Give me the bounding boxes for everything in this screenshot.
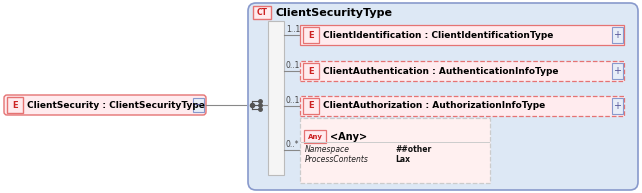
- FancyBboxPatch shape: [300, 61, 624, 81]
- Text: ClientIdentification : ClientIdentificationType: ClientIdentification : ClientIdentificat…: [323, 30, 553, 40]
- Text: E: E: [12, 101, 18, 109]
- FancyBboxPatch shape: [300, 118, 490, 183]
- FancyBboxPatch shape: [612, 63, 623, 79]
- FancyBboxPatch shape: [303, 27, 319, 43]
- FancyBboxPatch shape: [248, 3, 638, 190]
- Text: ProcessContents: ProcessContents: [305, 155, 369, 163]
- FancyBboxPatch shape: [300, 96, 624, 116]
- Text: +: +: [614, 101, 621, 111]
- Text: −: −: [195, 100, 203, 110]
- FancyBboxPatch shape: [193, 98, 204, 112]
- Text: Namespace: Namespace: [305, 145, 350, 153]
- Text: ClientAuthentication : AuthenticationInfoType: ClientAuthentication : AuthenticationInf…: [323, 67, 559, 75]
- Text: CT: CT: [257, 8, 268, 17]
- FancyBboxPatch shape: [253, 6, 271, 19]
- FancyBboxPatch shape: [612, 98, 623, 114]
- Text: ClientSecurityType: ClientSecurityType: [276, 8, 393, 18]
- Text: <Any>: <Any>: [330, 131, 367, 141]
- FancyBboxPatch shape: [303, 63, 319, 79]
- FancyBboxPatch shape: [303, 98, 319, 114]
- Text: +: +: [614, 30, 621, 40]
- FancyBboxPatch shape: [612, 27, 623, 43]
- FancyBboxPatch shape: [4, 95, 206, 115]
- FancyBboxPatch shape: [304, 130, 326, 143]
- Text: ClientSecurity : ClientSecurityType: ClientSecurity : ClientSecurityType: [27, 101, 205, 109]
- Text: 1..1: 1..1: [286, 25, 300, 34]
- Text: Any: Any: [308, 134, 322, 140]
- FancyBboxPatch shape: [268, 21, 284, 175]
- Text: E: E: [308, 102, 314, 111]
- Text: 0..1: 0..1: [286, 96, 300, 105]
- Text: Lax: Lax: [395, 155, 410, 163]
- Text: 0..*: 0..*: [286, 140, 300, 149]
- Text: +: +: [614, 66, 621, 76]
- Text: ##other: ##other: [395, 145, 431, 153]
- Text: E: E: [308, 67, 314, 75]
- Text: E: E: [308, 30, 314, 40]
- FancyBboxPatch shape: [7, 97, 23, 113]
- Text: ClientAuthorization : AuthorizationInfoType: ClientAuthorization : AuthorizationInfoT…: [323, 102, 545, 111]
- Text: 0..1: 0..1: [286, 61, 300, 70]
- FancyBboxPatch shape: [300, 25, 624, 45]
